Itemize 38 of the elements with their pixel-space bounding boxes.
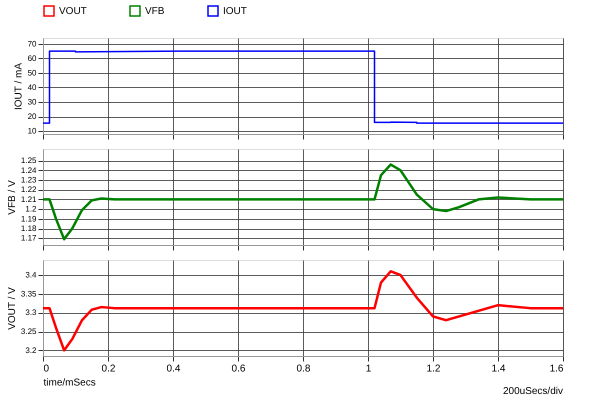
- y-tick-label: 50: [28, 68, 38, 78]
- legend-label: VOUT: [59, 6, 87, 17]
- legend-label: VFB: [145, 6, 165, 17]
- x-tick-label: 1: [366, 364, 372, 374]
- y-axis-title: VFB / V: [6, 180, 18, 215]
- x-tick-label: 0.4: [166, 364, 181, 374]
- text: 200uSecs/div: [502, 386, 563, 397]
- y-tick-label: 3.2: [25, 346, 38, 355]
- y-axis-title: VOUT / V: [6, 286, 18, 330]
- x-tick-label: 0: [44, 364, 50, 374]
- y-tick-label: 1.2: [25, 204, 38, 214]
- x-tick-label: 1.2: [426, 364, 441, 374]
- x-tick-label: 0.6: [232, 364, 246, 374]
- y-tick-label: 1.23: [20, 176, 38, 185]
- y-tick-label: 70: [28, 39, 38, 48]
- y-tick-label: 40: [28, 82, 38, 92]
- y-tick-label: 1.25: [20, 156, 38, 166]
- x-tick-label: 0.2: [102, 364, 116, 374]
- x-tick-label: 1.4: [492, 364, 506, 374]
- y-tick-label: 1.18: [20, 224, 38, 234]
- y-tick-label: 60: [28, 54, 38, 63]
- y-tick-label: 1.22: [20, 185, 38, 194]
- y-tick-label: 3.3: [25, 308, 38, 318]
- y-tick-label: 20: [28, 112, 38, 122]
- x-axis-title: time/mSecs: [44, 378, 96, 388]
- y-tick-label: 3.4: [25, 270, 38, 280]
- y-tick-label: 3.25: [20, 327, 38, 336]
- y-tick-label: 1.17: [20, 234, 38, 243]
- y-tick-label: 1.24: [20, 166, 38, 175]
- x-tick-label: 1.6: [550, 364, 564, 374]
- y-tick-label: 10: [28, 126, 38, 136]
- y-tick-label: 30: [28, 98, 38, 106]
- y-axis-title: IOUT / mA: [14, 62, 25, 110]
- y-tick-label: 1.21: [20, 194, 38, 204]
- y-tick-label: 1.19: [20, 214, 38, 224]
- y-tick-label: 3.35: [20, 289, 38, 298]
- legend-label: IOUT: [223, 6, 247, 17]
- x-tick-label: 0.8: [296, 364, 311, 374]
